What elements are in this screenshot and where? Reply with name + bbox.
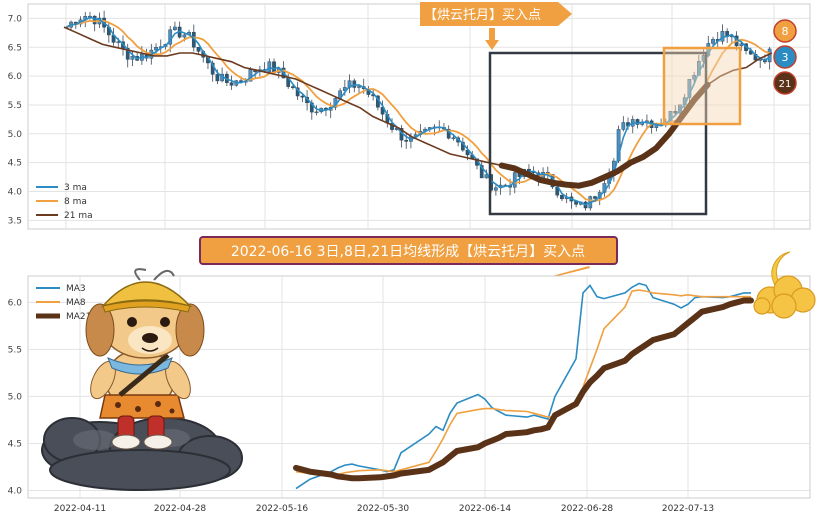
candle-body <box>352 80 357 88</box>
bottom-legend: MA3 MA8 MA21 <box>36 284 91 322</box>
candle-body <box>215 74 220 82</box>
banner-text: 2022-06-16 3日,8日,21日均线形成【烘云托月】买入点 <box>231 244 585 260</box>
candle-body <box>512 172 517 188</box>
annotation-arrow-shape <box>420 2 572 26</box>
candle-body <box>560 194 564 200</box>
candle-body <box>692 75 696 80</box>
bottom-x-tick-3: 2022-05-30 <box>357 504 410 514</box>
down-arrow-icon <box>485 28 499 50</box>
highlight-box-large <box>488 51 708 216</box>
ma-badges: 8 3 21 <box>773 19 797 95</box>
candle-body <box>711 39 715 44</box>
candle-body <box>116 41 121 43</box>
candle-body <box>125 48 130 60</box>
top-y-tick-labels: 7.0 6.5 6.0 5.5 5.0 4.5 4.0 3.5 <box>8 14 23 226</box>
badge-21-circle <box>773 71 797 95</box>
candle-body <box>182 34 187 38</box>
top-gridlines <box>28 4 810 229</box>
candle-body <box>621 122 626 130</box>
badge-3-label: 3 <box>782 51 789 64</box>
bottom-y-tick-labels: 6.0 5.5 5.0 4.5 4.0 <box>8 298 23 496</box>
legend-label-21ma: 21 ma <box>64 211 93 221</box>
dog-cartoon-icon <box>41 268 243 491</box>
legend-label-8ma: 8 ma <box>64 197 87 207</box>
top-y-tick-2: 6.0 <box>8 72 23 82</box>
bottom-ma21-line <box>293 297 754 482</box>
candle-body <box>479 165 484 179</box>
candle-body <box>357 86 361 88</box>
bottom-y-tick-1: 5.5 <box>8 345 22 355</box>
candle-body <box>130 56 135 60</box>
badge-21-label: 21 <box>779 79 792 90</box>
legend-label-ma21: MA21 <box>66 312 91 322</box>
top-y-tick-5: 4.5 <box>8 159 22 169</box>
bottom-y-tick-3: 4.5 <box>8 439 22 449</box>
bottom-y-tick-2: 5.0 <box>8 392 23 402</box>
candle-body <box>739 43 744 47</box>
legend-label-3ma: 3 ma <box>64 183 87 193</box>
top-legend: 3 ma 8 ma 21 ma <box>36 183 93 221</box>
top-y-tick-1: 6.5 <box>8 43 22 53</box>
candle-body <box>239 80 243 82</box>
candle-body <box>404 139 409 142</box>
candle-body <box>314 111 319 114</box>
candle-body <box>616 129 621 162</box>
top-ma3-line <box>66 16 771 206</box>
candle-body <box>272 61 276 73</box>
top-y-tick-3: 5.5 <box>8 101 22 111</box>
moon-cloud-icon <box>753 251 816 319</box>
badge-3-circle <box>773 45 797 69</box>
badge-8-circle <box>773 19 797 43</box>
bottom-y-tick-4: 4.0 <box>8 486 23 496</box>
bottom-x-tick-0: 2022-04-11 <box>54 504 106 514</box>
banner-arrow-icon <box>535 266 590 284</box>
badge-8-label: 8 <box>782 25 789 38</box>
top-y-tick-6: 4.0 <box>8 188 23 198</box>
candle-body <box>451 137 456 139</box>
candle-body <box>154 47 158 51</box>
candle-body <box>196 47 201 52</box>
candle-body <box>229 82 234 86</box>
bottom-ma8-line <box>295 289 751 477</box>
candle-body <box>92 15 97 25</box>
legend-label-ma8: MA8 <box>66 298 86 308</box>
candle-body <box>527 168 531 172</box>
highlight-box-orange <box>662 46 742 126</box>
top-y-tick-0: 7.0 <box>8 14 23 24</box>
candle-body <box>267 61 272 73</box>
candle-body <box>635 119 640 125</box>
bottom-x-tick-6: 2022-07-13 <box>662 504 714 514</box>
top-y-tick-4: 5.0 <box>8 130 23 140</box>
bottom-x-tick-labels: 2022-04-11 2022-04-28 2022-05-16 2022-05-30… <box>54 504 714 514</box>
candle-body <box>300 95 305 98</box>
candle-body <box>173 26 177 30</box>
candle-body <box>494 187 498 191</box>
top-y-tick-7: 3.5 <box>8 216 22 226</box>
legend-label-ma3: MA3 <box>66 284 86 294</box>
top-annotation: 【烘云托月】买入点 <box>420 2 572 50</box>
banner-box <box>199 236 618 265</box>
bottom-x-tick-2: 2022-05-16 <box>256 504 309 514</box>
annotation-top-text: 【烘云托月】买入点 <box>424 8 541 23</box>
bottom-x-tick-5: 2022-06-28 <box>561 504 614 514</box>
top-panel: 7.0 6.5 6.0 5.5 5.0 4.5 4.0 3.5 3 ma 8 ma 21 ma… <box>8 2 811 230</box>
candle-body <box>687 78 692 98</box>
candle-body <box>593 196 597 199</box>
middle-banner: 2022-06-16 3日,8日,21日均线形成【烘云托月】买入点 <box>199 236 618 284</box>
bottom-x-tick-4: 2022-06-14 <box>459 504 512 514</box>
bottom-x-tick-1: 2022-04-28 <box>154 504 207 514</box>
top-ma21-highlight <box>498 81 711 189</box>
bottom-panel: 6.05.55.04.54.0 2022-04-11 2022-04-28 2022… <box>8 251 816 514</box>
bottom-y-tick-0: 6.0 <box>8 298 23 308</box>
